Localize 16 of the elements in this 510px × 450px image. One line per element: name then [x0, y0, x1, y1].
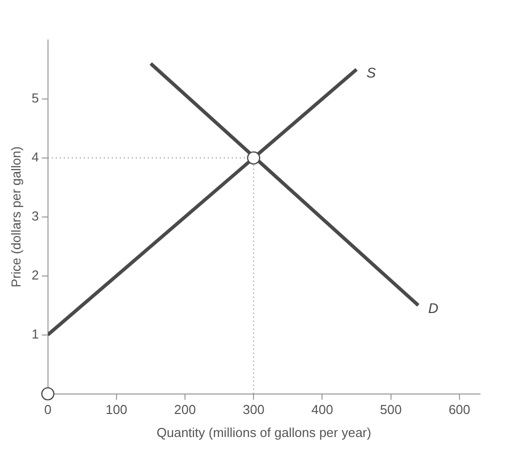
x-tick-label: 600: [448, 402, 470, 418]
x-tick-label: 200: [174, 402, 196, 418]
y-tick-label: 5: [32, 90, 39, 106]
series-label: S: [366, 64, 377, 80]
y-axis-title: Price (dollars per gallon): [8, 146, 24, 288]
y-tick-label: 1: [32, 326, 39, 342]
x-tick-label: 400: [311, 402, 334, 418]
x-tick-label: 100: [106, 402, 128, 418]
x-tick-label: 300: [242, 402, 264, 418]
series-label: D: [428, 300, 438, 316]
x-tick-label: 500: [380, 402, 402, 418]
y-tick-label: 3: [32, 208, 39, 224]
x-tick-label: 0: [44, 402, 52, 418]
y-tick-label: 2: [32, 267, 39, 282]
x-axis-title: Quantity (millions of gallons per year): [156, 424, 372, 440]
y-tick-label: 4: [32, 150, 39, 165]
